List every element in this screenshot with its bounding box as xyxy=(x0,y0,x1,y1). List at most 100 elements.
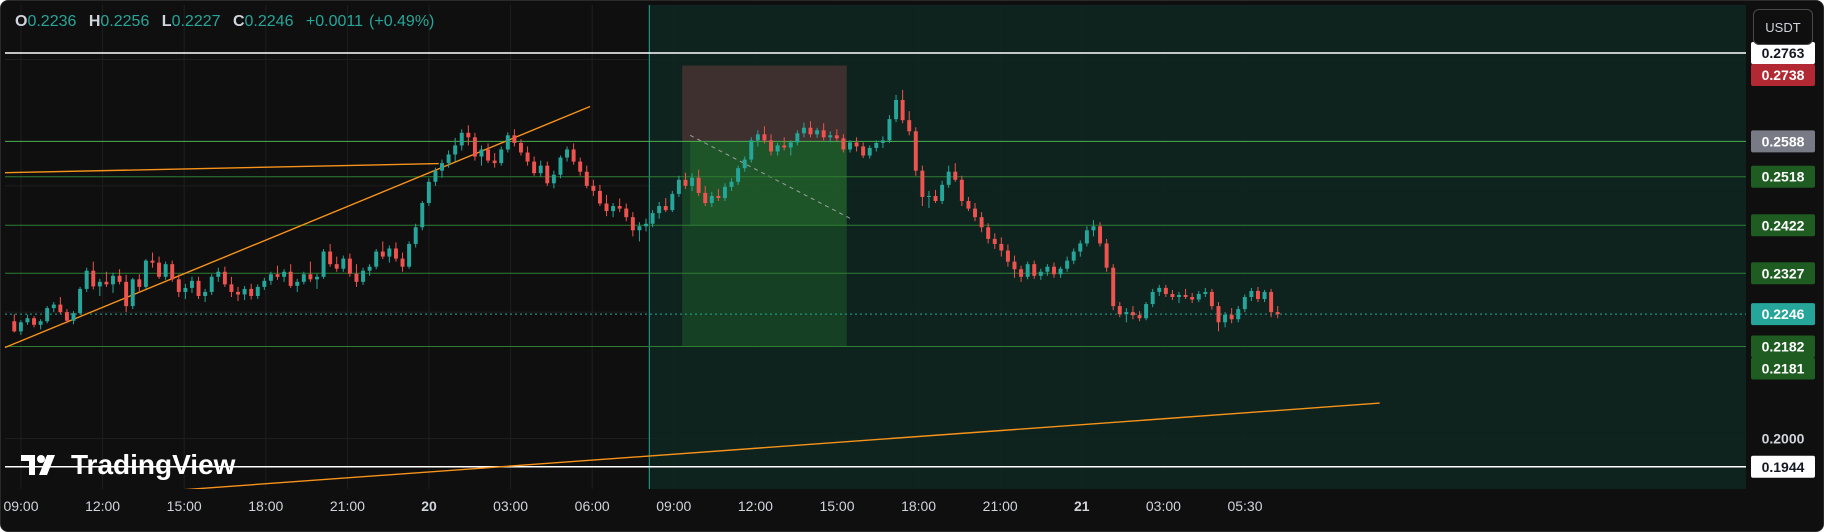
time-tick-label: 06:00 xyxy=(575,498,610,514)
candle-body xyxy=(874,142,879,148)
price-label-box xyxy=(1751,335,1815,358)
candle-body xyxy=(440,163,444,171)
candle-body xyxy=(630,217,635,231)
candle-body xyxy=(367,266,372,271)
candle-body xyxy=(986,227,991,239)
candle-body xyxy=(604,203,609,212)
candle-body xyxy=(374,251,379,267)
candle-body xyxy=(1255,290,1260,300)
candle-body xyxy=(1005,250,1010,262)
candle-body xyxy=(1111,267,1116,307)
candle-body xyxy=(25,318,30,323)
candle-body xyxy=(657,206,662,214)
candle-body xyxy=(880,140,885,143)
candle-body xyxy=(58,304,63,313)
filled-profit-zone xyxy=(690,141,847,226)
price-label-box xyxy=(1751,262,1815,285)
candle-body xyxy=(183,287,188,292)
open-key: O xyxy=(15,13,28,30)
change-value: +0.0011 xyxy=(305,13,364,30)
trendline xyxy=(4,105,591,349)
candle-body xyxy=(946,171,951,185)
candle-body xyxy=(137,279,142,287)
time-tick-label: 18:00 xyxy=(901,498,936,514)
candle-body xyxy=(492,160,497,164)
candle-body xyxy=(1249,290,1254,297)
candle-body xyxy=(1045,266,1050,272)
candle-body xyxy=(341,258,346,269)
candle-body xyxy=(953,171,958,180)
candle-body xyxy=(1150,291,1155,305)
candle-body xyxy=(1084,230,1089,244)
candle-body xyxy=(38,321,43,325)
price-label-box xyxy=(1751,63,1815,86)
candle-body xyxy=(775,145,780,152)
candle-body xyxy=(887,119,892,141)
candle-body xyxy=(499,149,504,164)
candle-body xyxy=(124,281,129,307)
candle-body xyxy=(1071,251,1076,261)
currency-button[interactable]: USDT xyxy=(1753,9,1813,45)
candle-body xyxy=(117,275,122,282)
candle-body xyxy=(78,288,83,314)
time-tick-label: 09:00 xyxy=(656,498,691,514)
candle-body xyxy=(288,271,293,286)
time-tick-label: 05:30 xyxy=(1227,498,1262,514)
candle-body xyxy=(380,251,385,257)
candle-body xyxy=(170,264,175,280)
candle-body xyxy=(913,131,918,171)
candle-body xyxy=(1157,287,1162,292)
candle-body xyxy=(479,149,484,157)
candle-body xyxy=(1190,297,1195,300)
time-tick-label: 21:00 xyxy=(330,498,365,514)
candle-body xyxy=(1032,264,1037,276)
candle-body xyxy=(1117,306,1122,315)
candle-body xyxy=(584,171,589,186)
candle-body xyxy=(111,275,115,285)
candle-body xyxy=(1012,261,1017,270)
time-tick-label: 18:00 xyxy=(248,498,283,514)
candle-body xyxy=(1104,243,1109,268)
time-tick-label: 21:00 xyxy=(983,498,1018,514)
candle-body xyxy=(354,273,359,282)
candle-body xyxy=(1058,268,1063,275)
candle-body xyxy=(1177,294,1181,297)
candle-body xyxy=(91,270,96,287)
candle-body xyxy=(591,185,596,191)
candle-body xyxy=(795,133,800,143)
candle-body xyxy=(920,170,925,197)
high-key: H xyxy=(88,13,101,30)
candle-body xyxy=(1275,312,1280,315)
candle-body xyxy=(1052,266,1056,275)
candle-body xyxy=(45,308,50,322)
candle-body xyxy=(472,137,477,157)
candle-body xyxy=(426,181,431,204)
price-label-box xyxy=(1751,214,1815,237)
candle-body xyxy=(1078,243,1083,252)
candle-body xyxy=(1216,306,1221,323)
candle-body xyxy=(966,201,971,209)
candle-body xyxy=(611,206,616,212)
candle-body xyxy=(624,208,629,218)
candle-body xyxy=(1130,312,1135,316)
candle-body xyxy=(894,99,899,120)
price-label-box xyxy=(1751,455,1815,478)
candle-body xyxy=(578,161,583,172)
take-profit-zone xyxy=(682,141,847,347)
candle-body xyxy=(736,168,741,182)
candle-body xyxy=(676,179,681,194)
candle-body xyxy=(992,238,997,244)
candle-body xyxy=(301,274,306,282)
price-label-text: 0.2181 xyxy=(1762,361,1805,377)
candle-body xyxy=(808,127,813,135)
candle-body xyxy=(459,132,464,146)
price-label-text: 0.2763 xyxy=(1762,45,1805,61)
candle-body xyxy=(387,248,392,257)
time-tick-label: 12:00 xyxy=(85,498,120,514)
candle-body xyxy=(650,213,655,224)
candle-body xyxy=(308,274,313,280)
candle-body xyxy=(545,165,550,184)
candle-body xyxy=(229,284,234,292)
